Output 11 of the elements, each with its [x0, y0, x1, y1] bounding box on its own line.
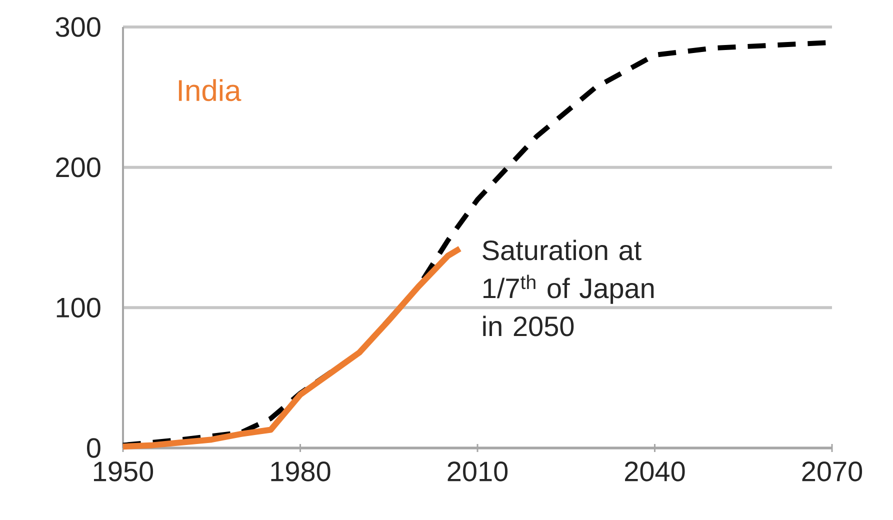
y-tick-label: 300: [56, 17, 100, 37]
x-tick-label: 1980: [271, 462, 330, 482]
x-tick-label: 2040: [625, 462, 685, 482]
x-tick-label: 2010: [448, 462, 508, 482]
x-tick-label: 2070: [802, 462, 862, 482]
annotation: Saturation at 1/7$^{th}$ of Japan in 2050: [482, 240, 654, 336]
y-tick-label: 200: [56, 157, 100, 178]
text: India: [178, 79, 242, 102]
x-tick-label: 1950: [94, 462, 154, 482]
y-tick-label: 0: [86, 438, 100, 458]
y-tick-label: 100: [56, 298, 100, 318]
